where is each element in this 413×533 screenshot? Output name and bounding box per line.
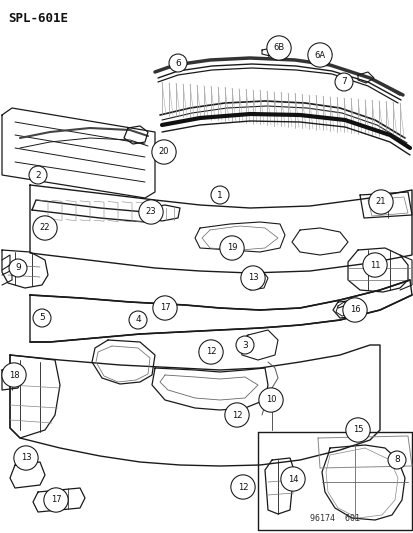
Text: 17: 17 [159,303,170,312]
Circle shape [342,298,366,322]
Circle shape [152,296,177,320]
Circle shape [266,36,290,60]
Text: 6A: 6A [314,51,325,60]
Text: 7: 7 [340,77,346,86]
Circle shape [211,186,228,204]
Circle shape [33,309,51,327]
Text: 1: 1 [216,190,222,199]
Circle shape [198,340,223,364]
Text: 12: 12 [231,410,242,419]
Text: 12: 12 [205,348,216,357]
Text: 8: 8 [393,456,399,464]
Text: 14: 14 [287,474,297,483]
Circle shape [129,311,147,329]
Circle shape [307,43,331,67]
Text: 3: 3 [242,341,247,350]
Circle shape [2,363,26,387]
Text: 23: 23 [145,207,156,216]
Circle shape [334,73,352,91]
Text: SPL-601E: SPL-601E [8,12,68,25]
Text: 18: 18 [9,370,19,379]
Circle shape [29,166,47,184]
Text: 11: 11 [369,261,379,270]
Text: 19: 19 [226,244,237,253]
Text: 6B: 6B [273,44,284,52]
Text: 15: 15 [352,425,362,434]
Circle shape [235,336,254,354]
Circle shape [230,475,254,499]
Text: 12: 12 [237,482,248,491]
Text: 96174  601: 96174 601 [309,514,359,523]
Text: 22: 22 [40,223,50,232]
Text: 21: 21 [375,198,385,206]
Circle shape [368,190,392,214]
Circle shape [14,446,38,470]
Circle shape [258,388,282,412]
Text: 13: 13 [21,454,31,463]
Text: 16: 16 [349,305,359,314]
Text: 9: 9 [15,263,21,272]
Text: 10: 10 [265,395,275,405]
Circle shape [280,467,304,491]
Text: 5: 5 [39,313,45,322]
Circle shape [387,451,405,469]
Circle shape [152,140,176,164]
Circle shape [219,236,244,260]
Text: 6: 6 [175,59,180,68]
Circle shape [362,253,386,277]
Text: 2: 2 [35,171,41,180]
Circle shape [9,259,27,277]
Text: 13: 13 [247,273,258,282]
Circle shape [169,54,187,72]
Circle shape [224,403,249,427]
Text: 4: 4 [135,316,140,325]
Text: 17: 17 [50,496,61,505]
Text: 20: 20 [158,148,169,157]
Circle shape [240,266,264,290]
Circle shape [345,418,369,442]
Circle shape [44,488,68,512]
Circle shape [33,216,57,240]
Circle shape [138,200,163,224]
